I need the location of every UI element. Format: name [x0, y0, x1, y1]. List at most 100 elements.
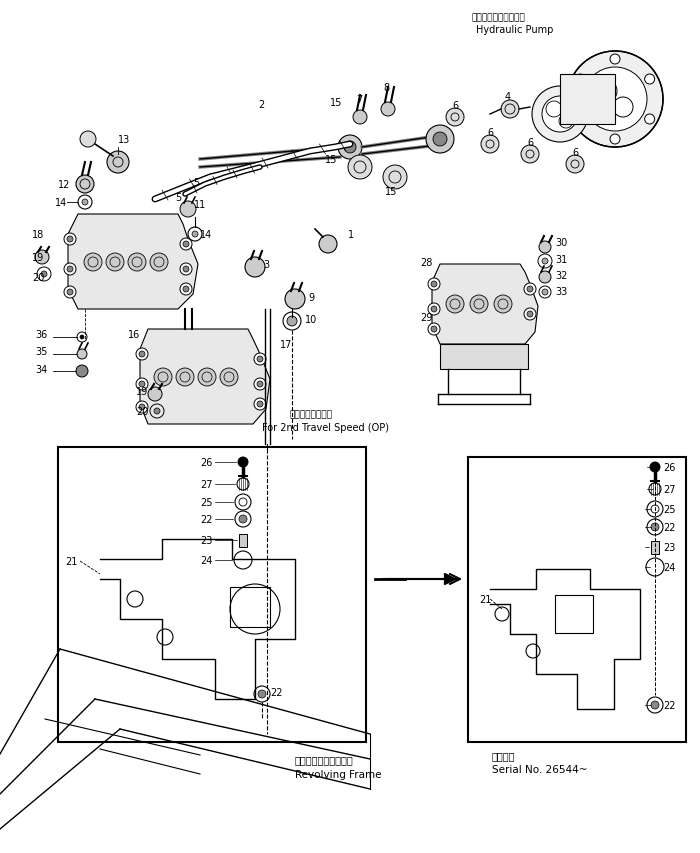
Circle shape: [481, 136, 499, 154]
Text: ハイドロリックポンプ: ハイドロリックポンプ: [472, 14, 526, 22]
Circle shape: [239, 515, 247, 524]
Circle shape: [431, 306, 437, 313]
Text: 6: 6: [452, 101, 458, 111]
Circle shape: [180, 202, 196, 218]
Circle shape: [67, 290, 73, 296]
Text: 27: 27: [200, 479, 213, 490]
Text: 31: 31: [555, 255, 567, 264]
Circle shape: [67, 267, 73, 273]
Circle shape: [650, 462, 660, 473]
Polygon shape: [68, 215, 198, 310]
Circle shape: [35, 251, 49, 264]
Circle shape: [583, 68, 647, 132]
Circle shape: [192, 232, 198, 238]
Circle shape: [154, 409, 160, 415]
Circle shape: [180, 264, 192, 276]
Text: 6: 6: [487, 128, 493, 138]
Circle shape: [426, 126, 454, 154]
Text: 4: 4: [505, 92, 511, 102]
Text: 6: 6: [527, 138, 533, 148]
Circle shape: [344, 142, 356, 154]
Text: 1: 1: [348, 229, 354, 240]
Circle shape: [539, 272, 551, 284]
Text: レボルビングフレーム: レボルビングフレーム: [295, 754, 354, 764]
Circle shape: [428, 323, 440, 335]
Text: 20: 20: [32, 273, 44, 282]
Circle shape: [575, 115, 585, 125]
Text: 35: 35: [35, 346, 48, 357]
Circle shape: [383, 165, 407, 189]
Circle shape: [524, 309, 536, 321]
Circle shape: [446, 296, 464, 314]
Circle shape: [80, 132, 96, 148]
Text: 33: 33: [555, 287, 567, 297]
Text: 25: 25: [200, 497, 213, 508]
Circle shape: [319, 235, 337, 253]
Circle shape: [431, 281, 437, 287]
Circle shape: [532, 87, 588, 142]
Text: 22: 22: [663, 700, 676, 711]
Circle shape: [84, 253, 102, 272]
Text: 3: 3: [263, 259, 269, 270]
Circle shape: [567, 52, 663, 148]
Circle shape: [64, 287, 76, 299]
Text: 22: 22: [200, 514, 213, 525]
Text: 26: 26: [663, 462, 676, 473]
Circle shape: [257, 357, 263, 363]
Text: 17: 17: [280, 339, 293, 350]
Text: 2: 2: [258, 100, 264, 110]
Text: 6: 6: [572, 148, 578, 158]
Text: 18: 18: [32, 229, 44, 240]
Text: 21: 21: [479, 595, 491, 604]
Circle shape: [136, 379, 148, 391]
Circle shape: [183, 287, 189, 293]
Text: 13: 13: [118, 135, 130, 145]
Circle shape: [470, 296, 488, 314]
Circle shape: [645, 75, 654, 85]
Circle shape: [183, 267, 189, 273]
Bar: [560, 75, 615, 125]
Circle shape: [238, 457, 248, 467]
Text: Revolving Frame: Revolving Frame: [295, 769, 382, 779]
Circle shape: [176, 368, 194, 386]
Circle shape: [41, 272, 47, 278]
Bar: [440, 345, 528, 369]
Bar: [555, 595, 593, 633]
Text: 24: 24: [663, 562, 676, 572]
Text: Serial No. 26544~: Serial No. 26544~: [492, 764, 587, 774]
Text: 25: 25: [663, 504, 676, 514]
Circle shape: [80, 335, 84, 339]
Text: 23: 23: [200, 536, 212, 545]
Circle shape: [139, 381, 145, 387]
Circle shape: [651, 701, 659, 709]
Text: 7: 7: [356, 95, 363, 105]
Text: 15: 15: [325, 154, 337, 165]
Circle shape: [258, 690, 266, 699]
Circle shape: [542, 258, 548, 264]
Text: 24: 24: [200, 555, 212, 566]
Circle shape: [446, 109, 464, 127]
Circle shape: [527, 287, 533, 293]
Circle shape: [245, 258, 265, 278]
Text: 26: 26: [200, 457, 212, 467]
Text: 32: 32: [555, 270, 568, 281]
Circle shape: [136, 402, 148, 414]
Circle shape: [76, 176, 94, 194]
Circle shape: [610, 135, 620, 145]
Circle shape: [254, 398, 266, 410]
Circle shape: [139, 351, 145, 357]
Circle shape: [542, 290, 548, 296]
Text: 28: 28: [420, 258, 433, 268]
Circle shape: [220, 368, 238, 386]
Text: 15: 15: [385, 187, 398, 197]
Bar: [468, 457, 686, 742]
Circle shape: [527, 311, 533, 317]
Text: 適用号機: 適用号機: [492, 750, 515, 760]
Circle shape: [254, 379, 266, 391]
Text: 19: 19: [136, 386, 148, 397]
Circle shape: [651, 524, 659, 531]
Circle shape: [428, 279, 440, 291]
Circle shape: [428, 304, 440, 316]
Text: 20: 20: [136, 407, 148, 416]
Circle shape: [575, 75, 585, 85]
